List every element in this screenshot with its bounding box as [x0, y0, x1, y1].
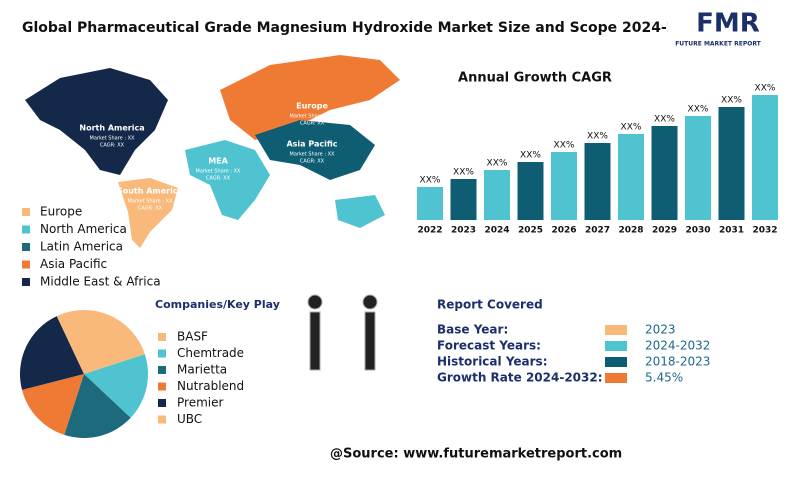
legend-swatch — [22, 208, 30, 216]
region-name: North America — [79, 124, 144, 133]
report-value: 5.45% — [645, 371, 683, 385]
legend-swatch — [22, 260, 30, 269]
legend-label: Marietta — [177, 363, 227, 377]
chart-title: Companies/Key Play — [155, 298, 280, 311]
value-label: XX% — [654, 115, 675, 125]
bar — [584, 143, 611, 220]
legend-label: Asia Pacific — [40, 257, 107, 271]
bar — [517, 162, 544, 220]
bar — [651, 126, 678, 220]
report-label: Forecast Years: — [437, 339, 541, 353]
x-tick-label: 2027 — [585, 226, 610, 236]
logo-sub: FUTURE MARKET REPORT — [675, 41, 761, 48]
legend-label: North America — [40, 222, 127, 236]
x-tick-label: 2023 — [451, 226, 476, 236]
legend-label: Chemtrade — [177, 346, 244, 360]
value-label: XX% — [554, 141, 575, 151]
pie-slice — [56, 310, 84, 374]
x-tick-label: 2032 — [752, 226, 777, 236]
region-share: Market Share : XX — [290, 152, 335, 158]
x-tick-label: 2025 — [518, 226, 543, 236]
world-map — [25, 55, 400, 248]
pie-slice — [84, 354, 148, 418]
x-tick-label: 2030 — [685, 226, 710, 236]
report-swatch — [605, 357, 627, 367]
report-label: Growth Rate 2024-2032: — [437, 371, 603, 385]
legend-swatch — [22, 243, 30, 251]
region-cagr: CAGR: XX — [206, 176, 231, 182]
region-cagr: CAGR: XX — [100, 143, 125, 149]
x-tick-label: 2028 — [618, 226, 643, 236]
legend-swatch — [158, 415, 166, 424]
legend-swatch — [158, 349, 166, 358]
region-name: Asia Pacific — [286, 140, 337, 149]
region-cagr: CAGR: XX — [300, 159, 325, 165]
region-cagr: CAGR: XX — [300, 121, 325, 127]
region-name: Europe — [296, 102, 328, 111]
value-label: XX% — [621, 123, 642, 133]
pie-slice — [64, 374, 131, 438]
chart-title: Annual Growth CAGR — [458, 71, 612, 86]
source: @Source: www.futuremarketreport.com — [330, 447, 622, 462]
bar — [450, 179, 477, 220]
legend-label: Middle East & Africa — [40, 275, 161, 289]
value-label: XX% — [420, 176, 441, 186]
value-label: XX% — [487, 159, 508, 169]
figures — [307, 294, 378, 371]
value-label: XX% — [520, 151, 541, 161]
pie-slice — [84, 310, 145, 374]
legend-label: UBC — [177, 412, 202, 426]
x-tick-label: 2031 — [719, 226, 744, 236]
report-label: Base Year: — [437, 323, 508, 337]
region-share: Market Share : XX — [90, 136, 135, 142]
value-label: XX% — [688, 105, 709, 115]
value-label: XX% — [587, 132, 608, 142]
report-swatch — [605, 373, 627, 383]
bar — [551, 152, 577, 220]
value-label: XX% — [755, 84, 776, 94]
report-swatch — [605, 325, 627, 335]
value-label: XX% — [721, 96, 742, 106]
report-label: Historical Years: — [437, 355, 548, 369]
legend-swatch — [22, 278, 30, 286]
legend-label: Europe — [40, 205, 82, 219]
report-value: 2023 — [645, 323, 676, 337]
report-swatch — [605, 341, 627, 351]
report-title: Report Covered — [437, 298, 543, 312]
bar — [618, 134, 644, 220]
region-share: Market Share : XX — [290, 114, 335, 120]
bar — [752, 95, 778, 220]
bar — [685, 116, 711, 220]
page-title: Global Pharmaceutical Grade Magnesium Hy… — [22, 20, 706, 36]
region-name: South America — [117, 187, 183, 196]
legend-swatch — [22, 225, 30, 234]
legend-swatch — [158, 399, 166, 407]
report-value: 2024-2032 — [645, 339, 710, 353]
region-share: Market Share : XX — [196, 169, 241, 175]
legend-label: Premier — [177, 396, 223, 410]
pie-slice — [22, 374, 84, 435]
value-label: XX% — [453, 168, 474, 178]
x-tick-label: 2026 — [551, 226, 576, 236]
region-name: MEA — [208, 157, 228, 166]
x-tick-label: 2024 — [484, 226, 509, 236]
logo: FMR — [696, 9, 760, 39]
legend-label: Nutrablend — [177, 379, 244, 393]
legend-label: BASF — [177, 330, 208, 344]
logo-bg — [668, 8, 790, 48]
legend-swatch — [158, 366, 166, 374]
pie-slice — [20, 316, 85, 390]
bar — [484, 170, 510, 220]
legend-swatch — [158, 333, 166, 341]
region-share: Market Share : XX — [128, 199, 173, 205]
x-tick-label: 2022 — [417, 226, 442, 236]
legend-label: Latin America — [40, 240, 123, 254]
x-tick-label: 2029 — [652, 226, 677, 236]
bar — [718, 107, 745, 220]
region-cagr: CAGR: XX — [138, 206, 163, 212]
legend-swatch — [158, 382, 166, 391]
report-value: 2018-2023 — [645, 355, 710, 369]
bar — [417, 187, 443, 220]
